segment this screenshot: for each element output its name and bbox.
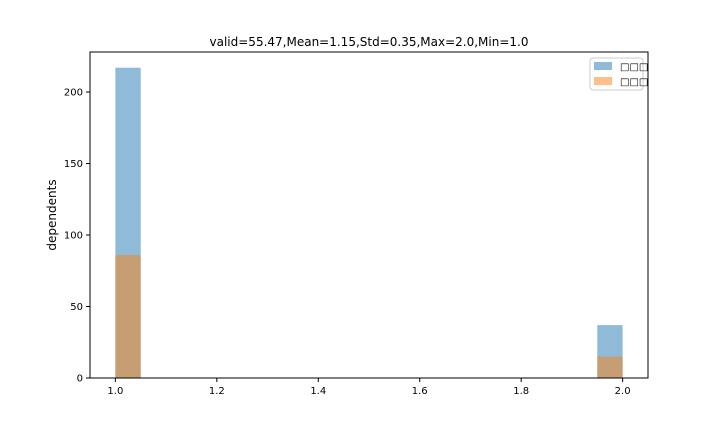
y-tick-label: 150 [64,159,83,170]
x-axis-ticks: 1.0 1.2 1.4 1.6 1.8 2.0 [107,378,631,397]
legend-label-series-2: □□□ [620,77,648,88]
legend: □□□ □□□ [589,57,648,91]
x-tick-label: 1.4 [310,386,326,397]
y-axis-ticks: 0 50 100 150 200 [64,88,90,385]
bars-layer [115,67,623,378]
bar-series-2-bin-2 [597,356,623,378]
chart-title: valid=55.47,Mean=1.15,Std=0.35,Max=2.0,M… [210,35,529,49]
bar-series-2-bin-1 [115,255,141,378]
x-tick-label: 2.0 [615,386,631,397]
legend-swatch-series-2 [594,77,612,85]
plot-frame [89,51,649,379]
y-axis-title: dependents [45,179,59,250]
x-tick-label: 1.0 [107,386,123,397]
y-tick-label: 50 [70,302,83,313]
legend-label-series-1: □□□ [620,62,648,73]
x-tick-label: 1.6 [412,386,428,397]
x-tick-label: 1.8 [513,386,529,397]
x-tick-label: 1.2 [209,386,225,397]
y-tick-label: 200 [64,88,83,99]
y-tick-label: 0 [77,374,83,385]
legend-swatch-series-1 [594,62,612,70]
y-tick-label: 100 [64,231,83,242]
